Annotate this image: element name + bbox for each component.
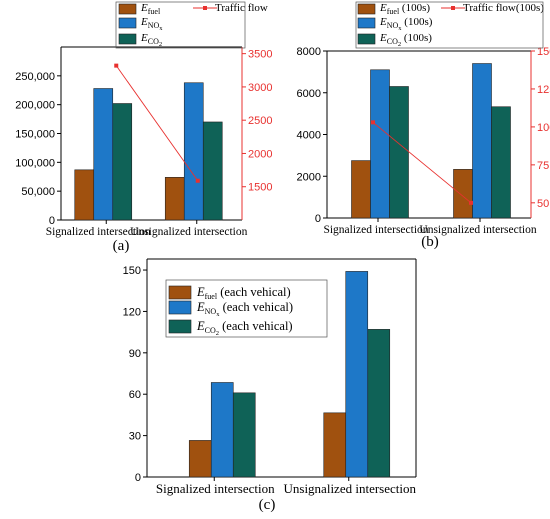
- y-tick-label: 0: [135, 472, 141, 484]
- legend-box: [165, 279, 328, 338]
- x-tick-label: Signalized intersection: [323, 224, 428, 236]
- legend-label-2: ENOx: [140, 16, 163, 32]
- bar-co2-1: [112, 103, 133, 221]
- panel-label: (c): [259, 497, 276, 513]
- bar-co2-1: [389, 86, 409, 219]
- traffic-flow-point: [371, 120, 375, 125]
- traffic-flow-point: [195, 178, 200, 183]
- y-tick-label: 0: [49, 215, 55, 227]
- traffic-flow-line: [372, 122, 472, 204]
- y-tick-label: 4000: [297, 130, 321, 142]
- x-tick-label: Signalized intersection: [156, 481, 275, 496]
- x-tick-label: Unsignalized intersection: [284, 481, 417, 496]
- legend-label-4: Traffic flow(100s): [463, 2, 544, 14]
- bar-co2-2: [491, 106, 511, 219]
- secondary-tick-label: 125: [537, 84, 550, 96]
- bar-fuel-2: [164, 177, 185, 221]
- secondary-tick-label: 100: [537, 122, 550, 134]
- bar-co2-2: [202, 121, 223, 221]
- bar-fuel-1: [188, 440, 212, 478]
- legend-swatch-co2: [118, 33, 137, 45]
- y-tick-label: 8000: [297, 46, 321, 58]
- legend-swatch-fuel: [357, 3, 376, 15]
- legend-swatch-nox: [357, 17, 376, 29]
- secondary-tick-label: 3000: [248, 82, 272, 94]
- y-tick-label: 200,000: [15, 100, 55, 112]
- legend-label-2: ENOx (each vehical): [196, 300, 293, 318]
- secondary-tick-label: 75: [537, 160, 549, 172]
- legend-label-4: Traffic flow: [215, 2, 268, 14]
- legend-label-3: ECO2 (100s): [379, 32, 432, 48]
- legend-swatch-co2: [168, 319, 192, 334]
- y-tick-label: 30: [129, 431, 141, 443]
- y-tick-label: 120: [123, 306, 141, 318]
- secondary-tick-label: 1500: [248, 182, 272, 194]
- y-tick-label: 250,000: [15, 71, 55, 83]
- y-tick-label: 6000: [297, 88, 321, 100]
- legend-marker-traffic: [203, 6, 207, 10]
- chart-panel-c: 0 30 60 90 120 150 Signalized intersection Unsi…: [123, 258, 417, 513]
- panel-label: (b): [421, 234, 439, 250]
- bar-nox-2: [183, 82, 204, 221]
- bar-nox-2: [472, 63, 492, 219]
- bar-co2-1: [232, 392, 256, 478]
- legend-swatch-fuel: [168, 285, 192, 300]
- bar-nox-1: [210, 382, 234, 478]
- bar-fuel-2: [453, 169, 473, 219]
- legend-label-1: Efuel (100s): [379, 2, 430, 16]
- y-tick-label: 150: [123, 265, 141, 277]
- x-tick-label: Unsignalized intersection: [419, 224, 536, 236]
- x-tick-label: Unsignalized intersection: [130, 226, 247, 238]
- y-tick-label: 100,000: [15, 157, 55, 169]
- y-tick-label: 150,000: [15, 129, 55, 141]
- legend-label-2: ENOx (100s): [379, 16, 433, 32]
- y-tick-label: 60: [129, 389, 141, 401]
- bar-co2-2: [367, 329, 391, 478]
- bar-fuel-2: [323, 412, 347, 478]
- chart-panel-a: 0 50,000 100,000 150,000 200,000 250,000 Signa…: [15, 1, 272, 254]
- y-tick-label: 50,000: [21, 186, 55, 198]
- legend-label-1: Efuel (each vehical): [196, 285, 291, 301]
- bar-nox-1: [370, 69, 390, 219]
- traffic-flow-point: [469, 200, 473, 205]
- legend-swatch-co2: [357, 33, 376, 45]
- y-tick-label: 2000: [297, 171, 321, 183]
- legend-box: [355, 1, 544, 49]
- legend-swatch-nox: [118, 17, 137, 29]
- secondary-tick-label: 150: [537, 46, 550, 58]
- legend-label-3: ECO2 (each vehical): [196, 319, 293, 337]
- chart-panel-b: 0 2000 4000 6000 8000 Signalized intersection…: [297, 1, 550, 250]
- secondary-tick-label: 2500: [248, 115, 272, 127]
- traffic-flow-point: [114, 63, 119, 68]
- legend-swatch-nox: [168, 300, 192, 315]
- traffic-flow-line: [115, 65, 199, 182]
- secondary-tick-label: 50: [537, 198, 549, 210]
- legend-label-1: Efuel: [140, 2, 161, 16]
- panel-label: (a): [113, 238, 130, 254]
- x-tick-label: Signalized intersection: [46, 226, 151, 238]
- legend-label-3: ECO2: [140, 32, 162, 48]
- secondary-tick-label: 3500: [248, 49, 272, 61]
- y-tick-label: 0: [315, 213, 321, 225]
- bar-fuel-1: [351, 160, 371, 219]
- bar-fuel-1: [74, 169, 95, 221]
- bar-nox-1: [93, 88, 114, 221]
- legend-marker-traffic: [451, 6, 455, 10]
- legend-box: [115, 1, 246, 49]
- legend-swatch-fuel: [118, 3, 137, 15]
- y-tick-label: 90: [129, 348, 141, 360]
- secondary-tick-label: 2000: [248, 148, 272, 160]
- bar-nox-2: [345, 271, 369, 478]
